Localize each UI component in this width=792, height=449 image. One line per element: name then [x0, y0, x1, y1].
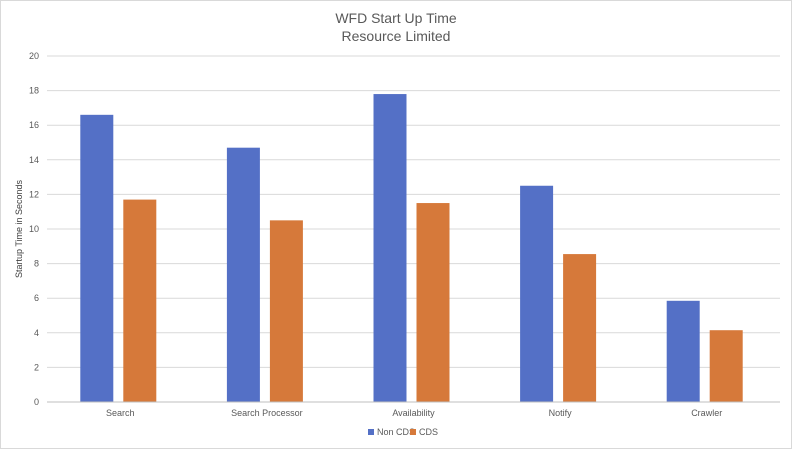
- y-tick-label: 20: [29, 51, 39, 61]
- y-tick-label: 0: [34, 397, 39, 407]
- bar-non-cds: [520, 185, 554, 402]
- bar-non-cds: [80, 114, 114, 402]
- chart-subtitle: Resource Limited: [342, 28, 451, 44]
- gridlines: [47, 55, 780, 368]
- y-tick-label: 18: [29, 86, 39, 96]
- bar-cds: [269, 220, 303, 402]
- bars: [80, 94, 743, 402]
- legend-swatch: [410, 429, 416, 435]
- bar-non-cds: [226, 147, 260, 402]
- y-axis-ticks: 0 2 4 6 8 10 12 14 16 18 20: [29, 51, 39, 407]
- y-tick-label: 6: [34, 293, 39, 303]
- bar-cds: [123, 199, 157, 402]
- y-tick-label: 10: [29, 224, 39, 234]
- y-tick-label: 14: [29, 155, 39, 165]
- x-tick-label: Search: [106, 408, 135, 418]
- x-tick-label: Availability: [392, 408, 435, 418]
- y-tick-label: 8: [34, 259, 39, 269]
- legend-label: CDS: [419, 427, 438, 437]
- y-tick-label: 2: [34, 362, 39, 372]
- bar-cds: [709, 330, 743, 402]
- x-tick-label: Search Processor: [231, 408, 303, 418]
- legend: Non CDS CDS: [368, 427, 438, 437]
- bar-non-cds: [666, 300, 700, 402]
- x-tick-label: Crawler: [691, 408, 722, 418]
- x-axis-ticks: Search Search Processor Availability Notify…: [106, 408, 722, 418]
- y-axis-label: Startup Time in Seconds: [14, 179, 24, 278]
- y-tick-label: 12: [29, 189, 39, 199]
- legend-label: Non CDS: [377, 427, 415, 437]
- chart-title: WFD Start Up Time: [335, 10, 457, 26]
- y-tick-label: 4: [34, 328, 39, 338]
- bar-cds: [563, 254, 597, 402]
- bar-cds: [416, 203, 450, 402]
- bar-non-cds: [373, 94, 407, 402]
- x-tick-label: Notify: [549, 408, 573, 418]
- legend-swatch: [368, 429, 374, 435]
- y-tick-label: 16: [29, 120, 39, 130]
